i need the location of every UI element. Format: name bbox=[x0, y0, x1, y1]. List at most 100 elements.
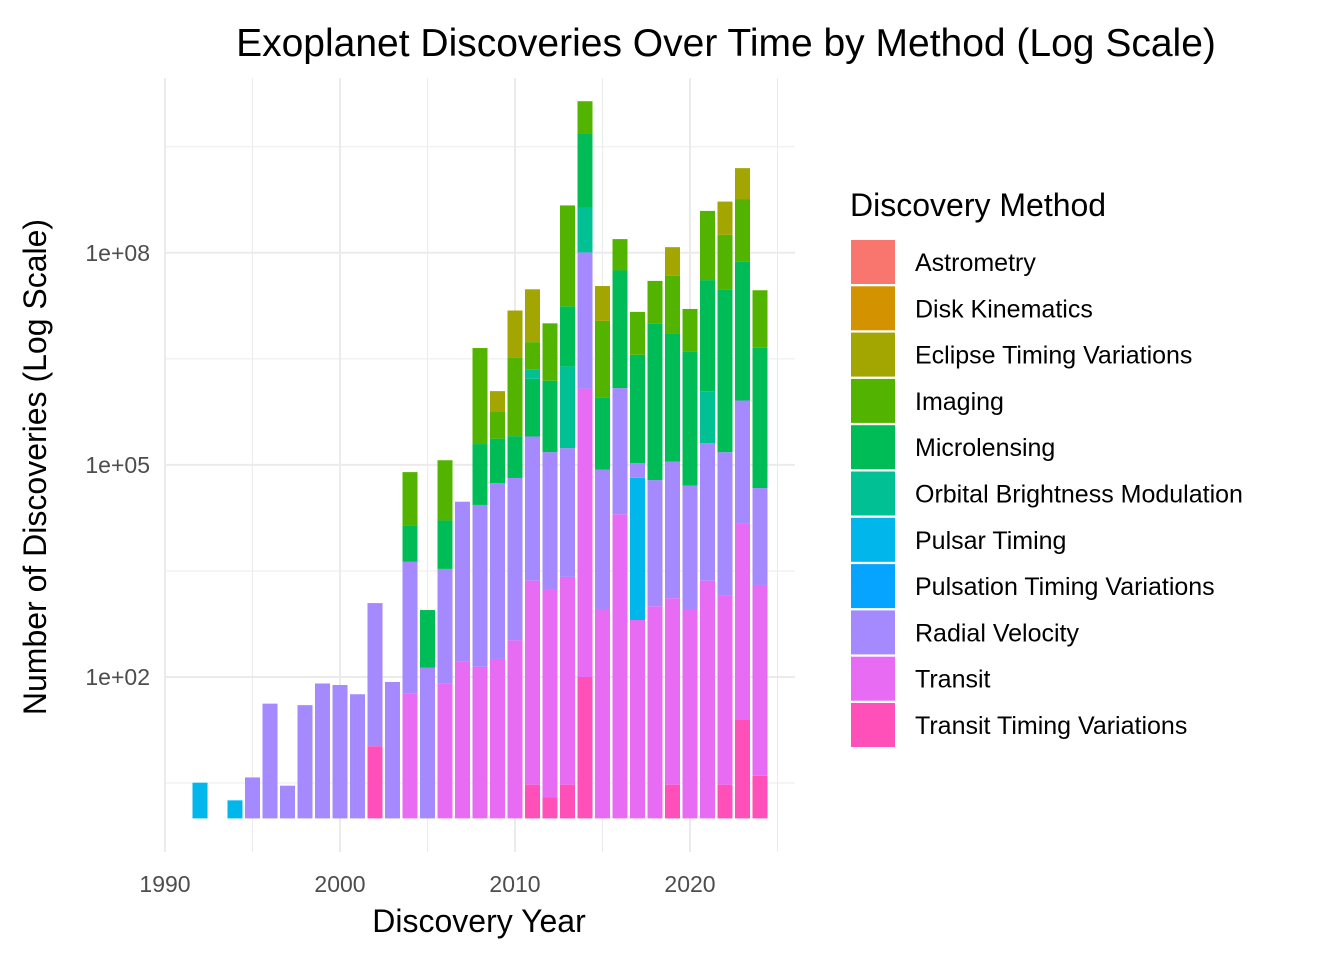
legend-label: Microlensing bbox=[915, 434, 1055, 462]
bar-segment-radial-velocity bbox=[630, 463, 645, 478]
bar-stack-2001 bbox=[350, 694, 365, 819]
legend-item: Pulsar Timing bbox=[851, 517, 1066, 562]
bar-segment-microlensing bbox=[402, 525, 418, 562]
bar-stack-2010 bbox=[507, 310, 523, 819]
bar-segment-imaging bbox=[507, 357, 523, 437]
bar-segment-transit bbox=[717, 595, 733, 785]
bar-stack-2003 bbox=[385, 681, 400, 819]
bar-segment-radial-velocity bbox=[665, 461, 680, 599]
bar-segment-imaging bbox=[595, 320, 610, 398]
legend-swatch bbox=[851, 425, 895, 470]
legend-item: Radial Velocity bbox=[851, 610, 1079, 655]
bar-segment-radial-velocity bbox=[297, 705, 313, 819]
legend-label: Disk Kinematics bbox=[915, 295, 1093, 323]
bar-stack-2012 bbox=[542, 323, 558, 819]
bar-segment-microlensing bbox=[420, 610, 435, 668]
bar-segment-radial-velocity bbox=[420, 667, 435, 819]
bar-segment-imaging bbox=[700, 210, 715, 281]
bar-segment-microlensing bbox=[717, 289, 733, 453]
y-axis-title: Number of Discoveries (Log Scale) bbox=[17, 219, 53, 715]
bar-segment-radial-velocity bbox=[472, 504, 488, 667]
bar-segment-transit bbox=[752, 584, 768, 776]
bar-segment-radial-velocity bbox=[560, 448, 575, 577]
bar-segment-radial-velocity bbox=[315, 683, 330, 819]
bar-stack-1994 bbox=[227, 800, 243, 819]
x-axis-ticks: 1990 2000 2010 2020 bbox=[139, 871, 715, 897]
bar-stack-1992 bbox=[192, 782, 208, 819]
bar-segment-radial-velocity bbox=[717, 452, 733, 596]
legend-swatch bbox=[851, 286, 895, 331]
bar-stack-2005 bbox=[420, 610, 435, 819]
bar-segment-radial-velocity bbox=[332, 685, 348, 819]
legend-swatch bbox=[851, 240, 895, 284]
bar-segment-radial-velocity bbox=[280, 785, 295, 819]
bar-segment-microlensing bbox=[700, 280, 715, 392]
bar-segment-transit bbox=[735, 523, 750, 720]
bar-stack-2014 bbox=[577, 101, 593, 819]
bar-segment-transit bbox=[472, 666, 488, 819]
bar-segment-radial-velocity bbox=[455, 501, 470, 662]
legend-label: Astrometry bbox=[915, 249, 1036, 277]
legend-swatch bbox=[851, 610, 895, 655]
bar-segment-pulsar-timing bbox=[192, 782, 208, 819]
bar-segment-radial-velocity bbox=[525, 436, 540, 581]
bar-segment-microlensing bbox=[612, 270, 628, 389]
bar-segment-imaging bbox=[577, 101, 593, 134]
bar-stack-2021 bbox=[700, 210, 715, 819]
bar-segment-microlensing bbox=[752, 347, 768, 489]
bar-segment-transit bbox=[507, 640, 523, 819]
legend-swatch bbox=[851, 703, 895, 747]
bar-stack-2016 bbox=[612, 239, 628, 819]
bar-stack-1998 bbox=[297, 705, 313, 819]
bar-segment-radial-velocity bbox=[490, 483, 505, 659]
bar-segment-imaging bbox=[752, 290, 768, 348]
bar-stack-2000 bbox=[332, 685, 348, 819]
bar-segment-microlensing bbox=[647, 323, 663, 481]
bar-stack-2019 bbox=[665, 247, 680, 819]
bar-segment-pulsar-timing bbox=[227, 800, 243, 819]
bar-segment-radial-velocity bbox=[577, 252, 593, 389]
y-tick-label: 1e+05 bbox=[85, 452, 150, 478]
legend-item: Imaging bbox=[851, 378, 1004, 423]
bar-segment-transit bbox=[490, 658, 505, 819]
bar-segment-radial-velocity bbox=[595, 469, 610, 610]
bar-segment-imaging bbox=[437, 460, 453, 521]
bar-segment-microlensing bbox=[665, 333, 680, 462]
legend-label: Imaging bbox=[915, 388, 1004, 416]
bar-segment-transit-timing-variations bbox=[577, 677, 593, 819]
legend-label: Orbital Brightness Modulation bbox=[915, 481, 1243, 509]
bar-stack-2018 bbox=[647, 280, 663, 819]
bar-stack-2004 bbox=[402, 472, 418, 819]
legend-swatch bbox=[851, 564, 895, 609]
bar-stack-2022 bbox=[717, 201, 733, 819]
legend-swatch bbox=[851, 517, 895, 562]
bar-segment-radial-velocity bbox=[612, 388, 628, 515]
x-axis-title: Discovery Year bbox=[372, 903, 586, 939]
bar-segment-transit bbox=[647, 606, 663, 819]
legend-item: Eclipse Timing Variations bbox=[851, 332, 1192, 377]
bar-segment-microlensing bbox=[507, 436, 523, 478]
legend-swatch bbox=[851, 378, 895, 423]
bar-segment-transit-timing-variations bbox=[542, 797, 558, 819]
bar-segment-microlensing bbox=[437, 520, 453, 569]
bar-stack-2024 bbox=[752, 290, 768, 819]
bar-segment-microlensing bbox=[560, 306, 575, 367]
legend-item: Orbital Brightness Modulation bbox=[851, 471, 1243, 516]
bar-stack-2011 bbox=[525, 289, 540, 819]
bar-stack-2009 bbox=[490, 391, 505, 819]
chart-title: Exoplanet Discoveries Over Time by Metho… bbox=[236, 22, 1216, 65]
legend-label: Transit Timing Variations bbox=[915, 712, 1187, 740]
bar-segment-radial-velocity bbox=[647, 480, 663, 607]
bar-segment-radial-velocity bbox=[682, 485, 698, 610]
legend-item: Transit bbox=[851, 656, 991, 701]
legend-item: Microlensing bbox=[851, 425, 1055, 470]
bar-stack-2017 bbox=[630, 311, 645, 819]
bar-stack-2007 bbox=[455, 501, 470, 819]
bar-segment-transit bbox=[542, 589, 558, 798]
legend-label: Eclipse Timing Variations bbox=[915, 342, 1192, 370]
bar-segment-microlensing bbox=[735, 261, 750, 401]
bar-segment-imaging bbox=[630, 311, 645, 355]
bar-segment-microlensing bbox=[595, 397, 610, 470]
bar-segment-imaging bbox=[612, 239, 628, 271]
bar-segment-pulsar-timing bbox=[630, 477, 645, 621]
